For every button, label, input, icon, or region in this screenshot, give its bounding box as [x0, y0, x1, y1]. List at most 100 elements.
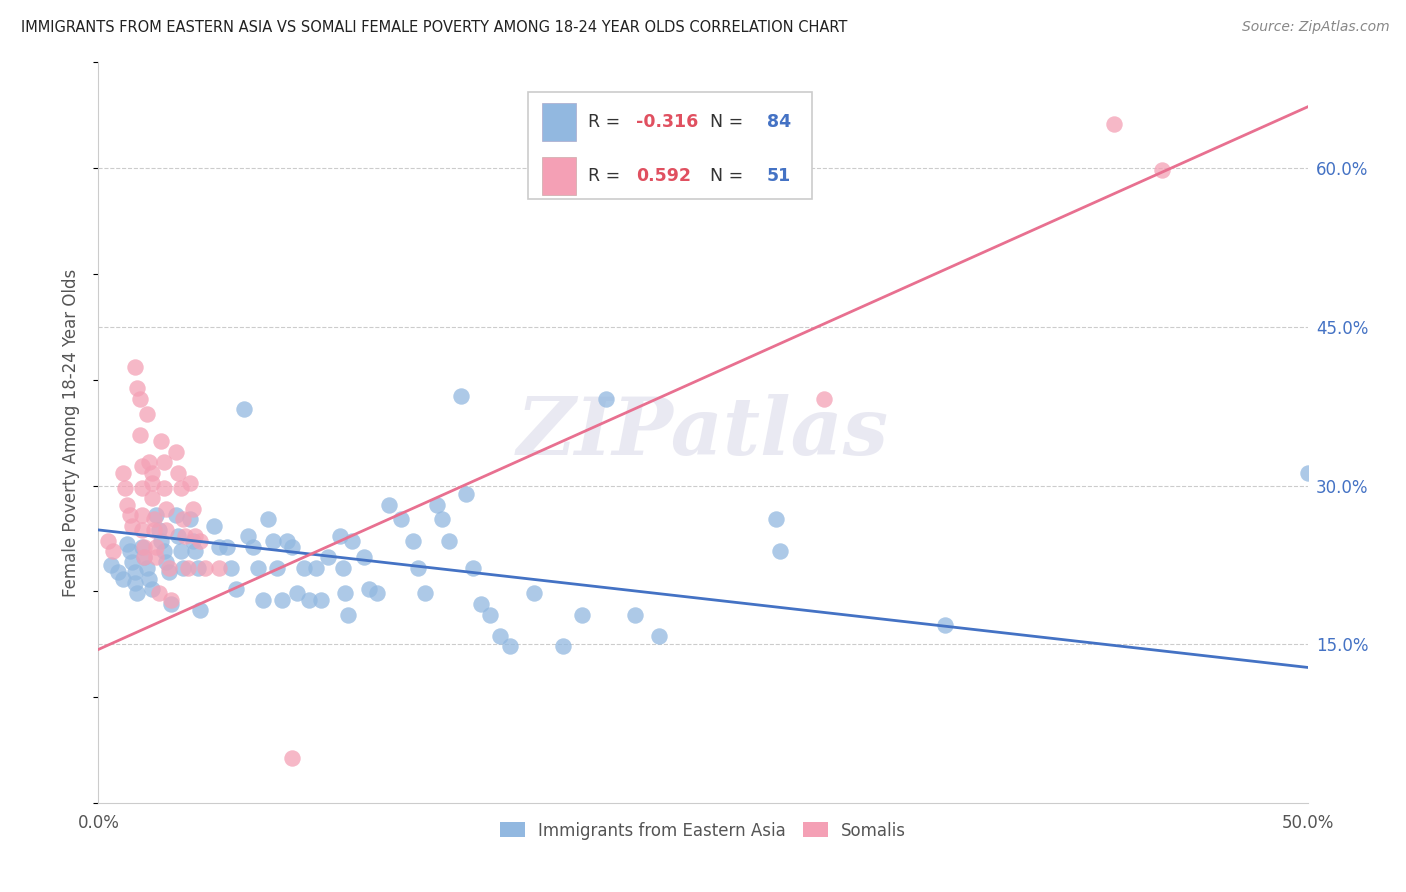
- Point: [152, 481, 174, 495]
- FancyBboxPatch shape: [527, 92, 811, 200]
- Text: IMMIGRANTS FROM EASTERN ASIA VS SOMALI FEMALE POVERTY AMONG 18-24 YEAR OLDS CORR: IMMIGRANTS FROM EASTERN ASIA VS SOMALI F…: [21, 20, 848, 35]
- Point: [571, 607, 593, 622]
- Point: [169, 544, 191, 558]
- Point: [298, 592, 321, 607]
- Point: [281, 540, 304, 554]
- Point: [342, 533, 364, 548]
- Point: [157, 561, 180, 575]
- Point: [316, 550, 339, 565]
- Point: [332, 561, 354, 575]
- Point: [117, 498, 139, 512]
- Point: [184, 529, 207, 543]
- Point: [165, 508, 187, 522]
- Point: [271, 592, 294, 607]
- Point: [124, 575, 146, 590]
- Point: [155, 523, 177, 537]
- Point: [187, 561, 209, 575]
- Bar: [543, 156, 576, 195]
- Point: [252, 592, 274, 607]
- Point: [366, 586, 388, 600]
- Point: [117, 536, 139, 550]
- Point: [208, 540, 231, 554]
- Text: N =: N =: [699, 167, 749, 185]
- Legend: Immigrants from Eastern Asia, Somalis: Immigrants from Eastern Asia, Somalis: [494, 815, 912, 847]
- Text: Source: ZipAtlas.com: Source: ZipAtlas.com: [1241, 20, 1389, 34]
- Point: [595, 392, 617, 406]
- Point: [353, 550, 375, 565]
- Point: [292, 561, 315, 575]
- Point: [426, 498, 449, 512]
- Point: [179, 512, 201, 526]
- Point: [463, 561, 485, 575]
- Point: [150, 434, 173, 448]
- Text: 51: 51: [768, 167, 792, 185]
- Point: [479, 607, 502, 622]
- Point: [141, 466, 163, 480]
- Point: [177, 561, 200, 575]
- Point: [134, 550, 156, 565]
- Point: [215, 540, 238, 554]
- Point: [389, 512, 412, 526]
- Point: [124, 566, 146, 580]
- Point: [329, 529, 352, 543]
- Point: [765, 512, 787, 526]
- Text: R =: R =: [588, 113, 626, 131]
- Point: [454, 487, 477, 501]
- Point: [179, 476, 201, 491]
- Point: [141, 491, 163, 506]
- Point: [551, 640, 574, 654]
- Point: [242, 540, 264, 554]
- Point: [131, 459, 153, 474]
- Point: [256, 512, 278, 526]
- Point: [121, 555, 143, 569]
- Point: [188, 533, 211, 548]
- Point: [624, 607, 647, 622]
- Point: [128, 427, 150, 442]
- Point: [100, 558, 122, 572]
- Text: N =: N =: [699, 113, 749, 131]
- Point: [155, 555, 177, 569]
- Point: [450, 388, 472, 402]
- Point: [266, 561, 288, 575]
- Point: [489, 629, 512, 643]
- Point: [238, 529, 260, 543]
- Point: [143, 523, 166, 537]
- Point: [208, 561, 231, 575]
- Point: [167, 529, 190, 543]
- Point: [145, 540, 167, 554]
- Y-axis label: Female Poverty Among 18-24 Year Olds: Female Poverty Among 18-24 Year Olds: [62, 268, 80, 597]
- Point: [172, 512, 194, 526]
- Point: [131, 508, 153, 522]
- Point: [138, 572, 160, 586]
- Point: [127, 586, 149, 600]
- Text: R =: R =: [588, 167, 631, 185]
- Point: [309, 592, 332, 607]
- Point: [127, 381, 149, 395]
- Point: [336, 607, 359, 622]
- Point: [131, 523, 153, 537]
- Point: [167, 466, 190, 480]
- Point: [813, 392, 835, 406]
- Point: [247, 561, 270, 575]
- Point: [97, 533, 120, 548]
- Point: [111, 572, 134, 586]
- Point: [285, 586, 308, 600]
- Point: [143, 512, 166, 526]
- Point: [262, 533, 284, 548]
- Text: 0.592: 0.592: [637, 167, 692, 185]
- Point: [430, 512, 453, 526]
- Point: [333, 586, 356, 600]
- Point: [402, 533, 425, 548]
- Point: [305, 561, 328, 575]
- Point: [648, 629, 671, 643]
- Point: [118, 508, 141, 522]
- Point: [134, 550, 156, 565]
- Bar: [543, 103, 576, 141]
- Point: [152, 544, 174, 558]
- Point: [281, 751, 304, 765]
- Point: [769, 544, 792, 558]
- Point: [145, 550, 167, 565]
- Point: [114, 481, 136, 495]
- Point: [145, 508, 167, 522]
- Point: [128, 392, 150, 406]
